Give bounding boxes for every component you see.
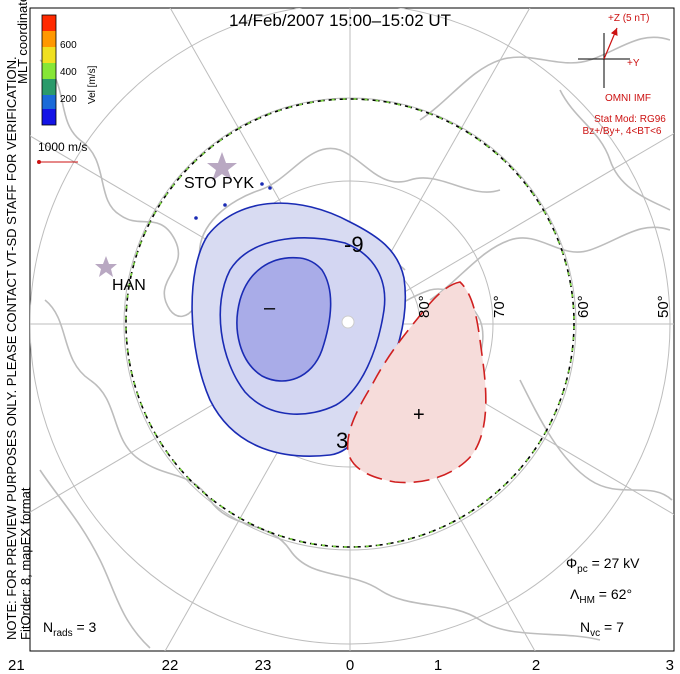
colorbar-segment bbox=[42, 95, 56, 109]
mlt-label-1: 1 bbox=[434, 657, 442, 674]
colorbar-tick-200: 200 bbox=[60, 94, 77, 105]
velocity-vectors bbox=[194, 182, 272, 220]
imf-clock bbox=[578, 27, 630, 88]
colorbar-segment bbox=[42, 47, 56, 63]
stat-n-vc: Nvc = 7 bbox=[580, 619, 624, 639]
colorbar-segment bbox=[42, 109, 56, 125]
station-label-sto: STO bbox=[184, 175, 217, 192]
colorbar-segment bbox=[42, 63, 56, 79]
stat-phi-pc: Φpc = 27 kV bbox=[566, 555, 640, 575]
mlt-label-21: 21 bbox=[8, 657, 25, 674]
imf-condition: Bz+/By+, 4<BT<6 bbox=[583, 126, 662, 137]
station-stars bbox=[95, 152, 237, 277]
negative-cell-inner bbox=[236, 256, 332, 382]
pole-marker bbox=[341, 315, 355, 329]
colorbar-segment bbox=[42, 79, 56, 95]
imf-model: Stat Mod: RG96 bbox=[594, 114, 666, 125]
mlt-label-0: 0 bbox=[346, 657, 354, 674]
mlt-label-23: 23 bbox=[255, 657, 272, 674]
heppner-maynard-boundary bbox=[125, 98, 575, 548]
colorbar-segment bbox=[42, 15, 56, 31]
lat-label-50: 50° bbox=[655, 295, 672, 318]
minimum-marker: – bbox=[264, 297, 276, 319]
fit-order-info: FitOrder: 8, mapEX format bbox=[18, 487, 33, 640]
coords-label: MLT coordinates bbox=[15, 0, 30, 84]
vector-scale-label: 1000 m/s bbox=[38, 140, 87, 154]
lat-label-80: 80° bbox=[416, 295, 433, 318]
colorbar-segment bbox=[42, 31, 56, 47]
imf-y-label: +Y bbox=[627, 58, 640, 69]
contour-label-positive: 3 bbox=[336, 428, 348, 453]
station-label-pyk: PYK bbox=[222, 175, 254, 192]
preview-note: NOTE: FOR PREVIEW PURPOSES ONLY. PLEASE … bbox=[4, 56, 19, 640]
imf-vector bbox=[603, 27, 618, 60]
positive-cell bbox=[346, 281, 487, 484]
lat-label-70: 70° bbox=[491, 295, 508, 318]
mlt-label-2: 2 bbox=[532, 657, 540, 674]
velocity-colorbar bbox=[41, 14, 57, 126]
contour-label-negative: -9 bbox=[344, 232, 364, 257]
station-label-han: HAN bbox=[112, 277, 146, 294]
mlt-label-22: 22 bbox=[162, 657, 179, 674]
imf-source: OMNI IMF bbox=[605, 93, 651, 104]
lat-label-60: 60° bbox=[575, 295, 592, 318]
colorbar-tick-600: 600 bbox=[60, 40, 77, 51]
imf-z-label: +Z (5 nT) bbox=[608, 13, 649, 24]
maximum-marker: + bbox=[413, 404, 425, 426]
colorbar-title: Vel [m/s] bbox=[87, 65, 98, 104]
stat-n-rads: Nrads = 3 bbox=[43, 619, 97, 639]
colorbar-tick-400: 400 bbox=[60, 67, 77, 78]
mlt-label-3: 3 bbox=[666, 657, 674, 674]
stat-lambda-hm: ΛHM = 62° bbox=[570, 586, 632, 606]
map-title: 14/Feb/2007 15:00–15:02 UT bbox=[229, 11, 451, 30]
